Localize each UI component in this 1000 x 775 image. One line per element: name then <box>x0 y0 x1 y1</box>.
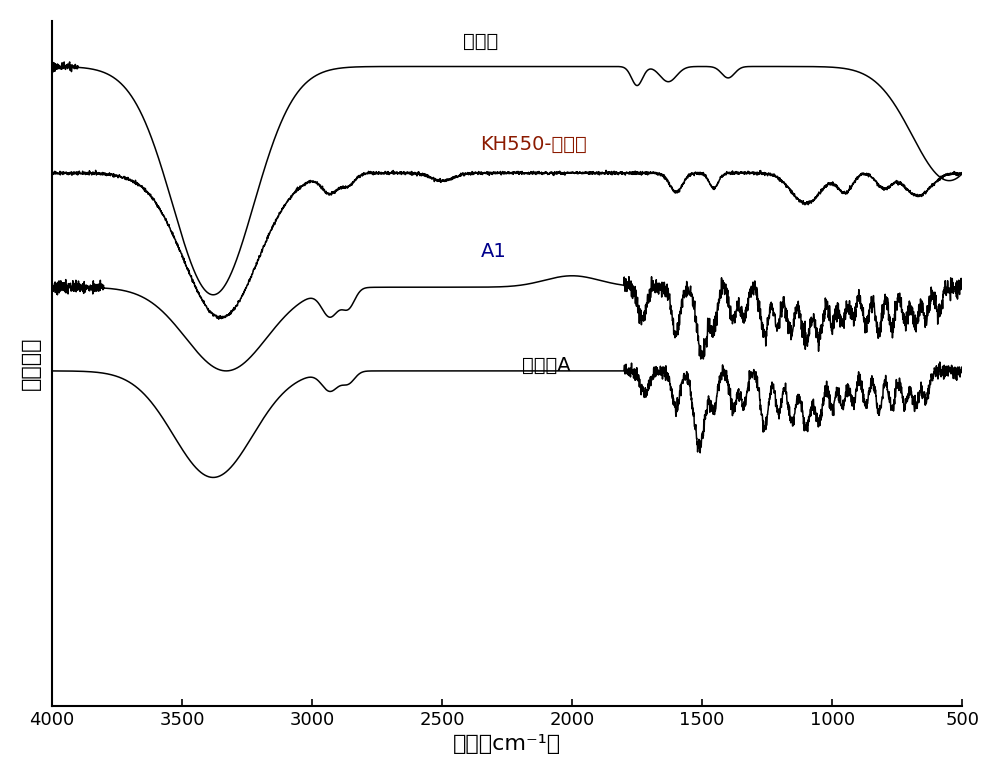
Text: 钓酸针: 钓酸针 <box>463 33 499 51</box>
Y-axis label: 相对强度: 相对强度 <box>21 336 41 390</box>
Text: 钓酸针A: 钓酸针A <box>522 356 570 374</box>
Text: KH550-钓酸针: KH550-钓酸针 <box>480 135 586 154</box>
Text: A1: A1 <box>481 242 507 260</box>
X-axis label: 波长（cm⁻¹）: 波长（cm⁻¹） <box>453 734 561 754</box>
